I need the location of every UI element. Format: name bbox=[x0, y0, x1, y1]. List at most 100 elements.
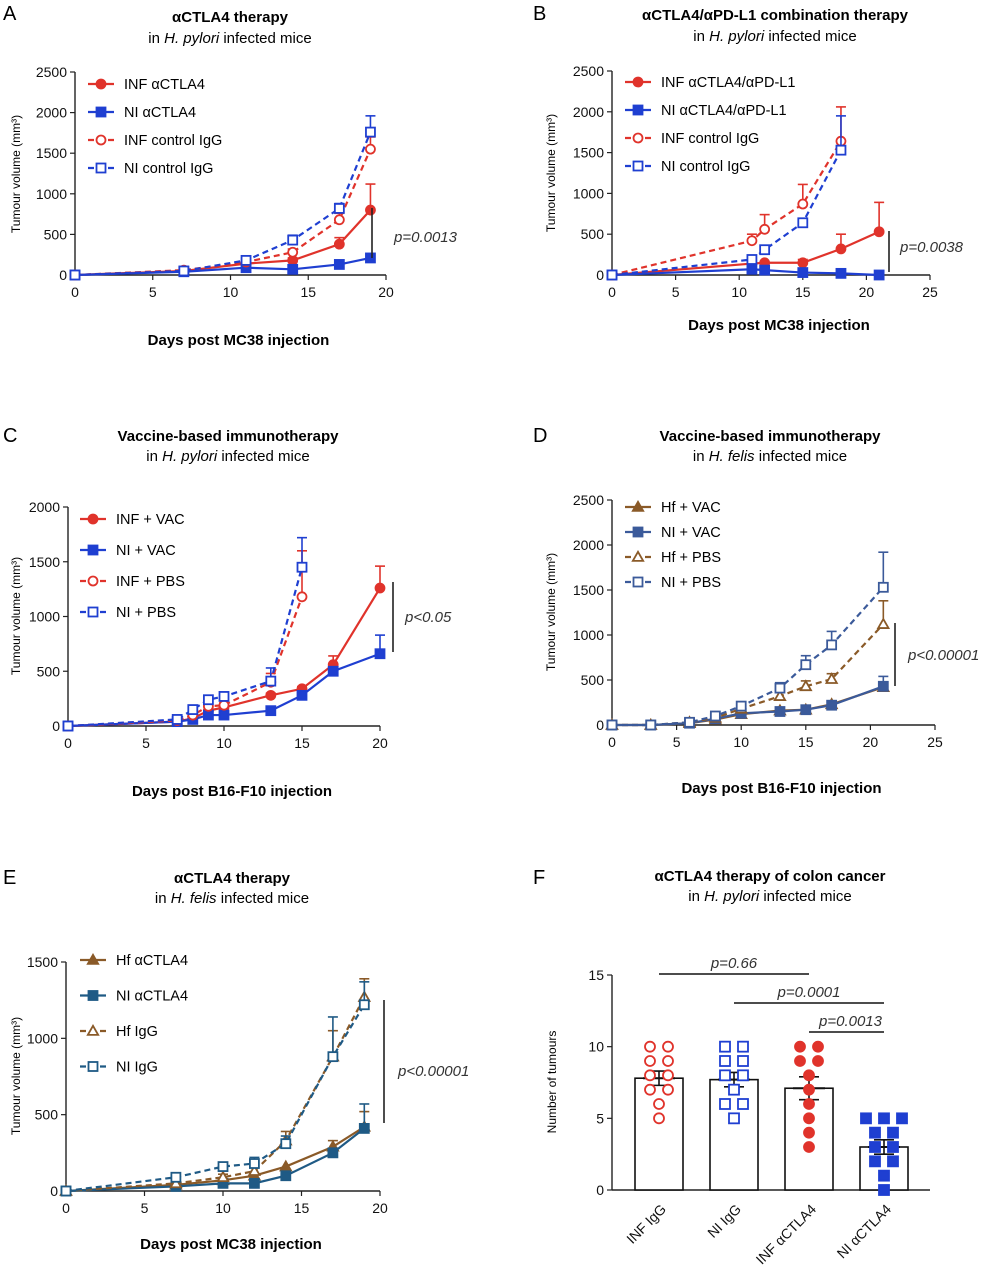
data-point bbox=[62, 720, 74, 732]
data-point bbox=[799, 679, 813, 692]
data-point bbox=[327, 665, 339, 677]
data-point bbox=[737, 1098, 749, 1110]
bar-group-3: INF αCTLA4 bbox=[753, 1040, 834, 1268]
data-point bbox=[178, 265, 190, 277]
series-3 bbox=[605, 599, 891, 730]
y-tick-label: 0 bbox=[596, 717, 604, 733]
data-point bbox=[248, 1158, 260, 1169]
x-tick-label: 5 bbox=[672, 284, 680, 300]
y-tick-label: 2500 bbox=[573, 63, 604, 79]
data-point bbox=[800, 659, 812, 671]
y-axis-label: Tumour volume (mm³) bbox=[9, 115, 23, 233]
y-tick-label: 500 bbox=[581, 226, 605, 242]
legend-entry: NI αCTLA4/αPD-L1 bbox=[661, 103, 787, 119]
data-point bbox=[187, 704, 199, 715]
data-point bbox=[287, 234, 299, 246]
y-tick-label: 1000 bbox=[27, 1030, 58, 1046]
axes: 0 500 1000 1500 2000 2500 0 5 10 15 20 bbox=[36, 64, 394, 300]
legend-marker bbox=[87, 513, 99, 525]
x-tick-label: 15 bbox=[300, 284, 316, 300]
data-point bbox=[896, 1112, 908, 1125]
legend-marker bbox=[632, 104, 644, 116]
comparison-1: p=0.66 bbox=[659, 955, 809, 975]
legend-marker bbox=[95, 78, 107, 90]
series-line bbox=[611, 149, 842, 277]
legend-entry: INF αCTLA4 bbox=[124, 77, 205, 93]
data-point bbox=[333, 203, 345, 214]
x-tick-label: 15 bbox=[294, 735, 310, 751]
subtitle-part: in bbox=[146, 448, 162, 465]
data-point bbox=[217, 1161, 229, 1172]
data-point bbox=[719, 1098, 731, 1110]
axes: 0 500 1000 1500 2000 2500 0 5 10 15 20 25 bbox=[573, 63, 938, 300]
data-point bbox=[803, 1069, 815, 1082]
legend-marker bbox=[87, 544, 99, 556]
x-tick-label: 0 bbox=[64, 735, 72, 751]
legend-marker bbox=[87, 1061, 99, 1072]
data-point bbox=[644, 1040, 656, 1053]
data-point bbox=[169, 1176, 183, 1189]
subtitle-part: in bbox=[688, 888, 704, 905]
x-axis-label: Days post B16-F10 injection bbox=[132, 783, 332, 800]
data-point bbox=[218, 709, 230, 721]
chart-title: αCTLA4 therapy of colon cancer bbox=[655, 868, 886, 885]
legend-marker bbox=[632, 526, 644, 538]
data-point bbox=[774, 706, 786, 717]
series-2 bbox=[62, 634, 386, 732]
legend-entry: NI + VAC bbox=[116, 543, 176, 559]
data-point bbox=[887, 1126, 899, 1139]
panel-label: B bbox=[533, 3, 546, 25]
legend-entry: NI control IgG bbox=[124, 161, 213, 177]
p-value: p<0.00001 bbox=[907, 647, 979, 664]
p-value: p<0.00001 bbox=[397, 1063, 469, 1080]
legend-marker bbox=[86, 953, 100, 965]
p-value: p=0.66 bbox=[710, 955, 758, 972]
x-axis-label: Days post B16-F10 injection bbox=[681, 780, 881, 797]
legend-marker bbox=[632, 132, 644, 144]
data-point bbox=[218, 691, 230, 702]
y-tick-label: 1500 bbox=[29, 554, 60, 570]
y-tick-label: 0 bbox=[59, 267, 67, 283]
data-point bbox=[60, 1185, 72, 1197]
p-value: p=0.0013 bbox=[393, 229, 458, 246]
y-tick-label: 0 bbox=[596, 1182, 604, 1198]
data-point bbox=[737, 1055, 749, 1067]
data-point bbox=[247, 1164, 262, 1176]
data-point bbox=[869, 1141, 881, 1153]
series-line bbox=[611, 268, 880, 277]
data-point bbox=[812, 1055, 824, 1067]
data-point bbox=[887, 1141, 899, 1153]
x-tick-label: 5 bbox=[673, 734, 681, 750]
data-point bbox=[759, 223, 771, 235]
x-tick-label: 0 bbox=[62, 1200, 70, 1216]
subtitle-part: in bbox=[693, 28, 709, 45]
subtitle-part: infected mice bbox=[217, 448, 310, 465]
data-point bbox=[887, 1155, 899, 1168]
legend-entry: INF control IgG bbox=[124, 133, 222, 149]
data-point bbox=[869, 1126, 881, 1139]
data-point bbox=[759, 264, 771, 276]
y-tick-label: 500 bbox=[44, 226, 68, 242]
y-tick-label: 2500 bbox=[36, 64, 67, 80]
subtitle-part: in bbox=[148, 30, 164, 47]
data-point bbox=[365, 126, 376, 138]
series-1 bbox=[606, 201, 885, 281]
x-tick-label: INF αCTLA4 bbox=[753, 1201, 820, 1268]
x-tick-label: 20 bbox=[863, 734, 879, 750]
legend-marker bbox=[95, 106, 107, 118]
data-point bbox=[797, 217, 809, 229]
data-point bbox=[365, 252, 376, 264]
chart-subtitle: in H. pylori infected mice bbox=[688, 888, 851, 905]
data-point bbox=[644, 1069, 656, 1082]
data-point bbox=[803, 1083, 815, 1096]
data-point bbox=[812, 1040, 824, 1053]
data-point bbox=[265, 675, 277, 687]
series-line bbox=[612, 586, 885, 727]
data-point bbox=[644, 1083, 656, 1096]
legend-entry: NI αCTLA4 bbox=[116, 989, 188, 1005]
y-tick-label: 10 bbox=[588, 1039, 604, 1055]
data-point bbox=[860, 1112, 872, 1125]
bar-group-2: NI IgG bbox=[704, 1040, 759, 1241]
